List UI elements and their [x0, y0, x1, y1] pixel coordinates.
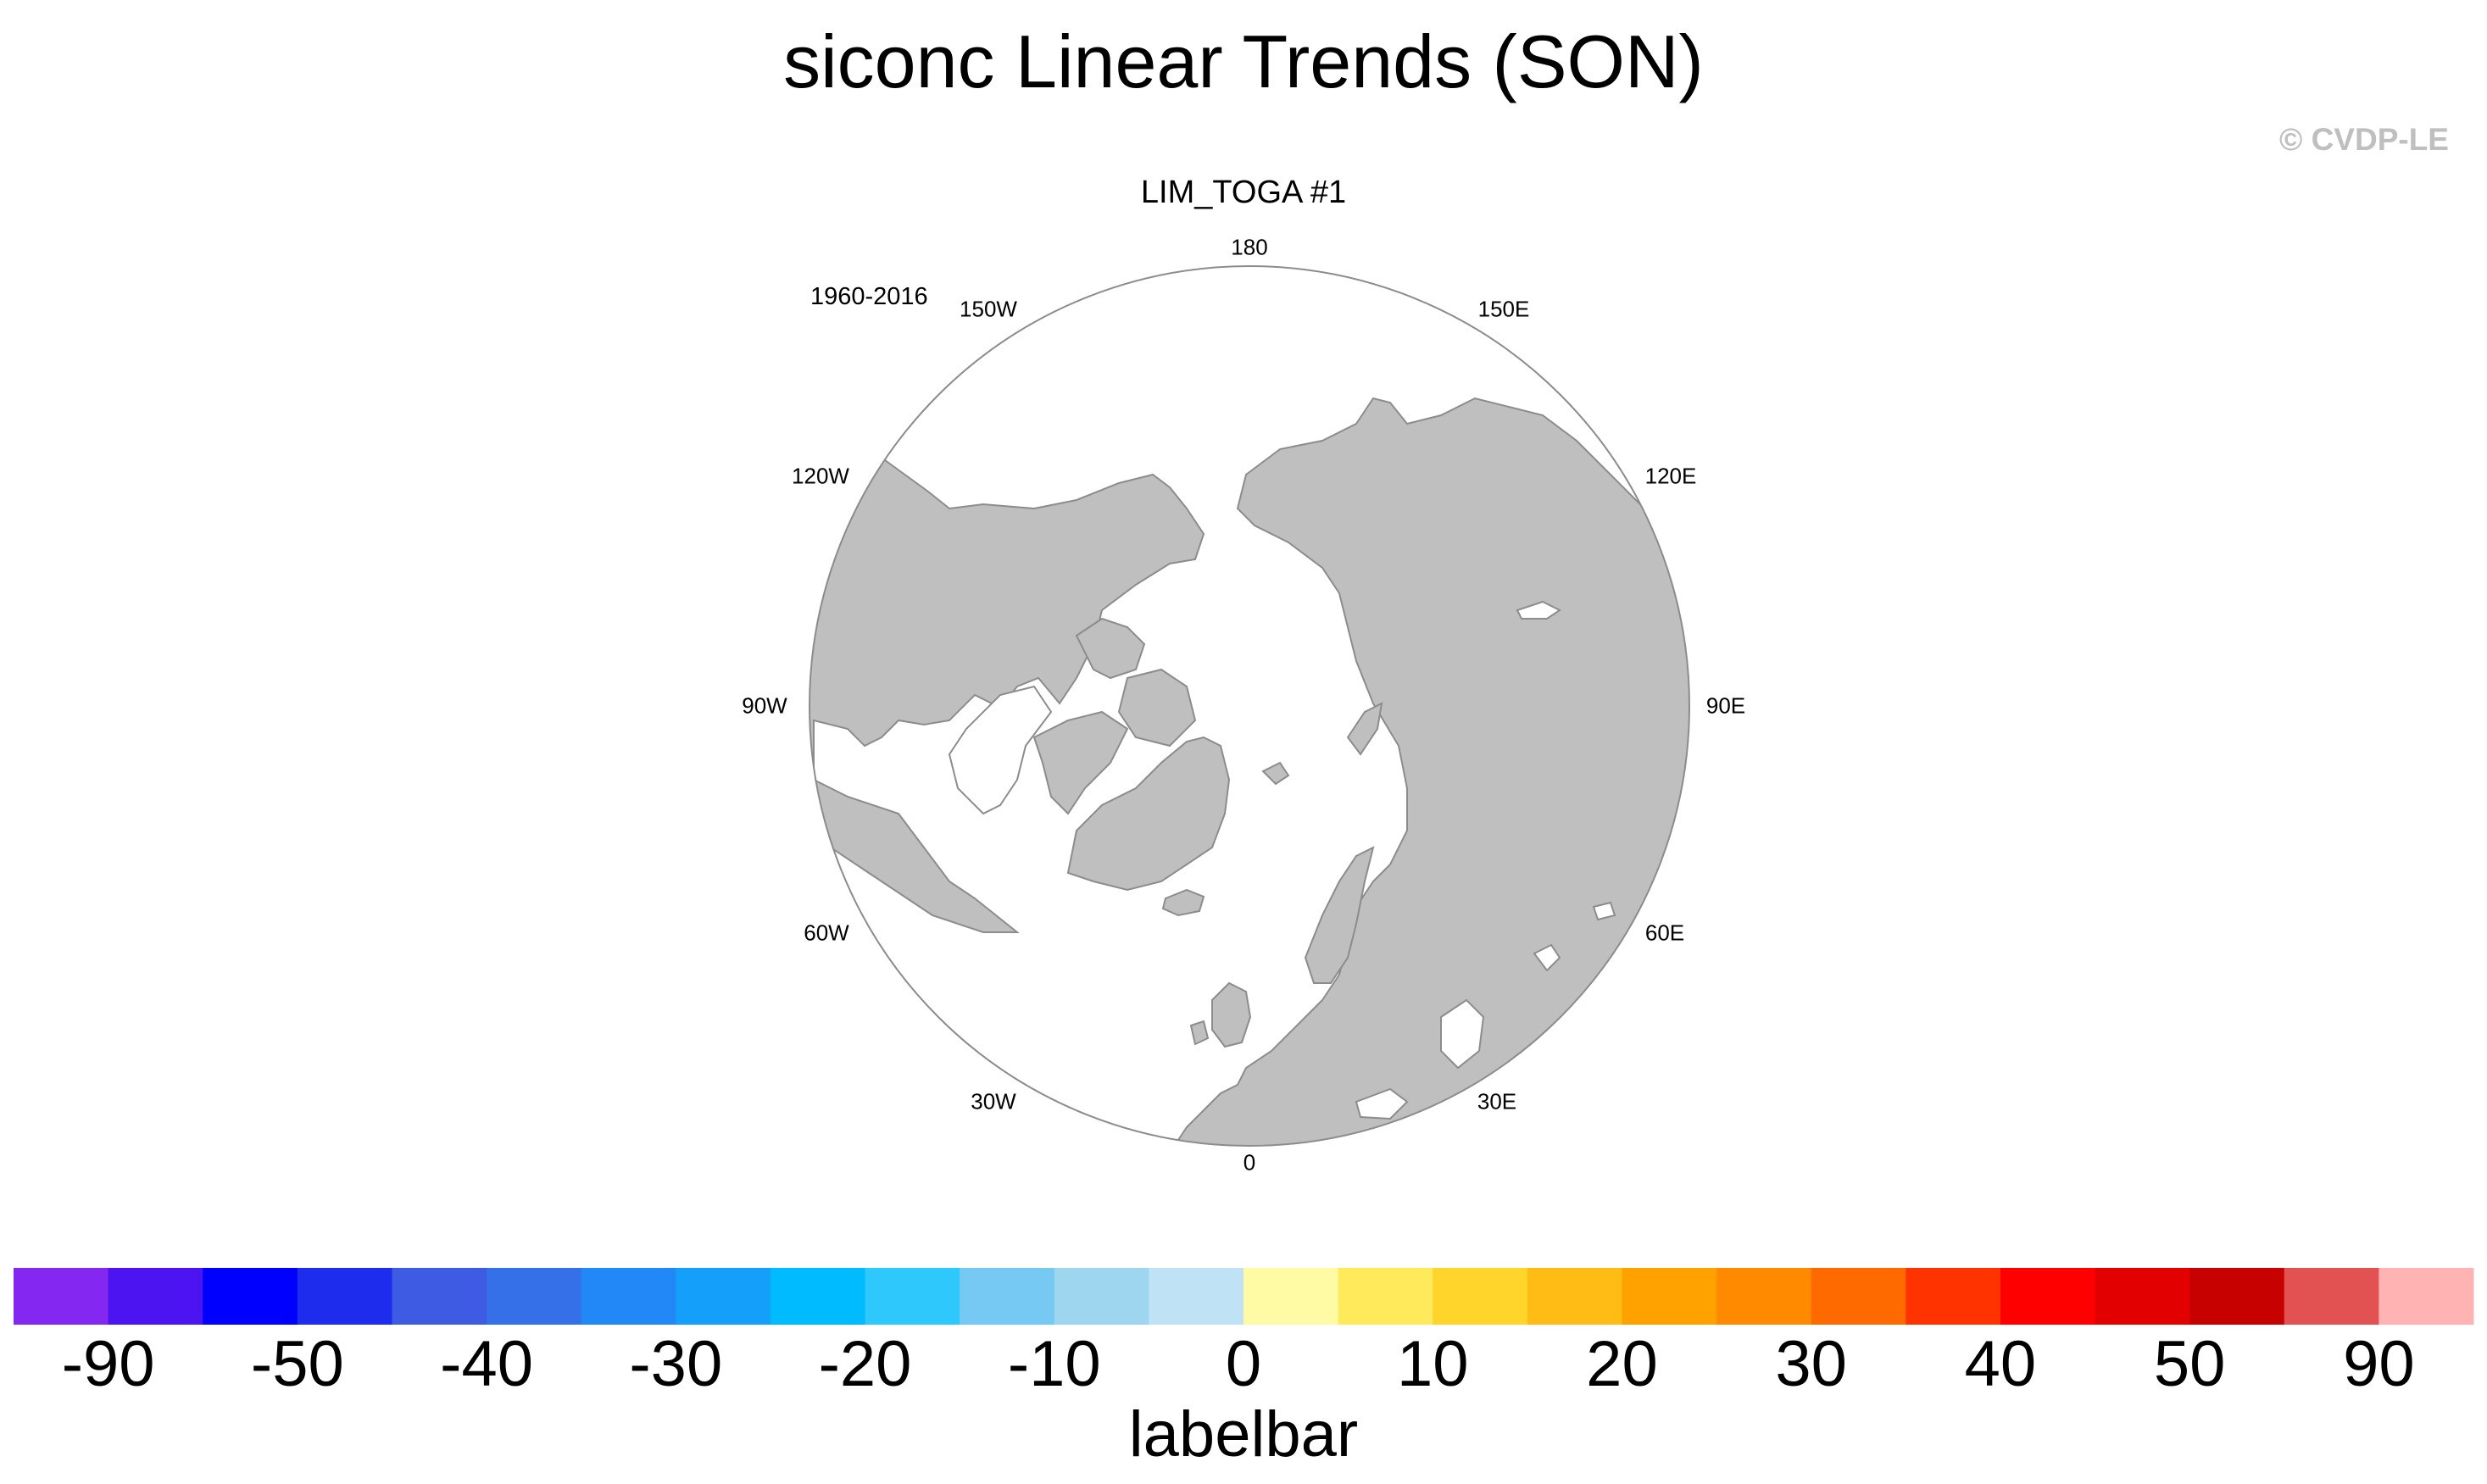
land-scandinavia — [1304, 846, 1375, 984]
labelbar-tick-label: 0 — [1225, 1328, 1262, 1400]
labelbar-box-9 — [865, 1268, 960, 1325]
labelbar-tick-label: 10 — [1396, 1328, 1469, 1400]
labelbar-tick-label: 20 — [1586, 1328, 1658, 1400]
lon-label-90e: 90E — [1705, 692, 1746, 719]
land-iceland — [1161, 888, 1205, 917]
labelbar-box-4 — [392, 1268, 487, 1325]
lon-label-180: 180 — [1231, 234, 1268, 260]
labelbar-box-25 — [2379, 1268, 2474, 1325]
labelbar-tick-label: -40 — [440, 1328, 533, 1400]
lake-balkhash — [1592, 901, 1616, 921]
labelbar-box-21 — [2000, 1268, 2096, 1325]
watermark: © CVDP-LE — [2279, 122, 2449, 157]
land-ellesmere — [1117, 668, 1197, 748]
labelbar-box-11 — [1054, 1268, 1149, 1325]
aral-sea — [1533, 943, 1561, 972]
lake-baikal — [1516, 600, 1561, 620]
labelbar-box-16 — [1527, 1268, 1622, 1325]
labelbar-box-0 — [14, 1268, 109, 1325]
labelbar-box-1 — [108, 1268, 203, 1325]
labelbar-box-8 — [770, 1268, 866, 1325]
lon-label-60e: 60E — [1644, 920, 1685, 946]
labelbar-box-6 — [581, 1268, 676, 1325]
land-greenland — [1066, 736, 1231, 892]
labelbar-box-20 — [1906, 1268, 2001, 1325]
black-sea — [1355, 1087, 1409, 1120]
labelbar-tick-label: -90 — [61, 1328, 155, 1400]
labelbar-box-14 — [1338, 1268, 1433, 1325]
period-label: 1960-2016 — [810, 283, 928, 310]
labelbar-tick-label: -10 — [1007, 1328, 1101, 1400]
land-svalbard — [1261, 761, 1290, 786]
land-canadian-archipelago — [1075, 617, 1146, 680]
labelbar-label: labelbar — [1128, 1398, 1359, 1470]
labelbar-box-22 — [2095, 1268, 2190, 1325]
panel-title: LIM_TOGA #1 — [1140, 175, 1347, 210]
labelbar-box-3 — [297, 1268, 392, 1325]
lon-label-120e: 120E — [1644, 463, 1697, 489]
labelbar-tick-label: -50 — [250, 1328, 344, 1400]
labelbar-tick-label: 90 — [2343, 1328, 2415, 1400]
land-british-isles — [1211, 981, 1252, 1048]
labelbar-box-7 — [676, 1268, 771, 1325]
labelbar-box-5 — [487, 1268, 582, 1325]
labelbar-box-15 — [1433, 1268, 1528, 1325]
labelbar-box-24 — [2284, 1268, 2379, 1325]
lon-label-30e: 30E — [1477, 1088, 1517, 1114]
lon-label-120w: 120W — [792, 463, 849, 489]
lon-label-90w: 90W — [742, 692, 787, 719]
labelbar-tick-label: -30 — [629, 1328, 723, 1400]
land-ireland — [1189, 1020, 1210, 1046]
labelbar-box-12 — [1149, 1268, 1244, 1325]
lon-label-150e: 150E — [1477, 296, 1530, 322]
lon-label-0: 0 — [1243, 1149, 1256, 1176]
labelbar-box-17 — [1622, 1268, 1717, 1325]
land-baffin — [1032, 710, 1129, 815]
labelbar-tick-label: 50 — [2153, 1328, 2226, 1400]
labelbar-tick-label: 40 — [1964, 1328, 2037, 1400]
lon-label-150w: 150W — [960, 296, 1017, 322]
labelbar-box-23 — [2189, 1268, 2285, 1325]
hudson-bay — [948, 685, 1053, 815]
labelbar-box-10 — [960, 1268, 1055, 1325]
lon-label-60w: 60W — [804, 920, 849, 946]
figure-title: siconc Linear Trends (SON) — [783, 19, 1704, 103]
labelbar-box-19 — [1811, 1268, 1906, 1325]
labelbar-tick-label: 30 — [1775, 1328, 1847, 1400]
land-novaya-zemlya — [1346, 702, 1383, 756]
land-north-america — [810, 456, 1205, 1146]
labelbar-box-2 — [203, 1268, 298, 1325]
polar-map — [809, 265, 1690, 1147]
caspian-sea — [1440, 998, 1485, 1070]
lon-label-30w: 30W — [971, 1088, 1016, 1114]
map-border — [809, 265, 1690, 1147]
labelbar-tick-label: -20 — [818, 1328, 912, 1400]
labelbar-box-13 — [1244, 1268, 1339, 1325]
labelbar-box-18 — [1716, 1268, 1812, 1325]
